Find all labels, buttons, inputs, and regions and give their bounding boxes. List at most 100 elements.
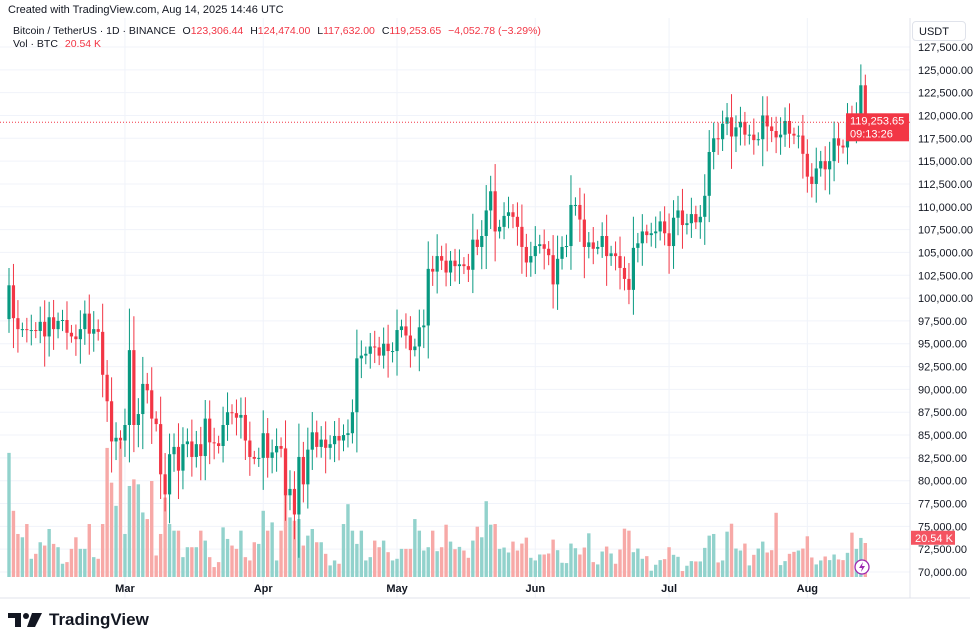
volume-bar — [787, 553, 792, 577]
candle-body — [587, 242, 591, 247]
candle-body — [132, 350, 136, 425]
candle-body — [596, 246, 600, 249]
candle-body — [774, 131, 778, 138]
candle-body — [368, 346, 372, 354]
candle-body — [337, 435, 341, 441]
candle-body — [573, 204, 578, 206]
volume-bar — [694, 561, 698, 577]
volume-bar — [279, 530, 283, 577]
candle-body — [194, 444, 198, 457]
volume-bar — [716, 562, 720, 577]
candle-body — [154, 418, 158, 425]
volume-bar — [587, 533, 591, 577]
candle-body — [301, 456, 305, 485]
volume-bar — [136, 484, 141, 577]
volume-bar — [109, 482, 114, 577]
candle-body — [297, 456, 301, 515]
volume-bar — [310, 529, 314, 577]
candle-body — [819, 161, 823, 169]
candle-body — [765, 115, 769, 127]
volume-bar — [417, 530, 422, 577]
volume-bar — [765, 552, 769, 577]
time-tick-label: Apr — [254, 583, 274, 595]
tradingview-logo[interactable]: TradingView — [8, 610, 149, 630]
candle-body — [47, 317, 51, 337]
volume-bar — [288, 517, 292, 577]
candle-body — [359, 355, 363, 359]
candle-body — [310, 432, 314, 450]
alert-lightning-icon[interactable] — [854, 559, 870, 575]
candle-body — [698, 216, 702, 223]
candle-body — [457, 264, 462, 267]
volume-bar — [194, 547, 199, 577]
candle-body — [489, 191, 493, 211]
candle-body — [440, 256, 444, 261]
grid — [0, 18, 910, 598]
candle-body — [404, 326, 408, 336]
candle-body — [591, 242, 595, 249]
volume-bar — [404, 548, 408, 577]
currency-button[interactable]: USDT — [912, 21, 966, 41]
candle-body — [484, 210, 488, 236]
volume-bar — [315, 542, 319, 577]
candle-body — [390, 351, 395, 353]
volume-bar — [582, 547, 587, 577]
price-tick-label: 77,500.00 — [918, 499, 967, 511]
volume-bar — [265, 530, 270, 577]
symbol-title[interactable]: Bitcoin / TetherUS · 1D · BINANCE — [13, 25, 176, 37]
candle-body — [350, 412, 355, 434]
volume-bar — [355, 543, 359, 577]
volume-bar — [199, 530, 203, 577]
candle-body — [123, 425, 127, 441]
candle-body — [341, 435, 346, 441]
candle-body — [506, 212, 511, 216]
current-price-label: 119,253.65 09:13:26 — [846, 113, 909, 142]
candle-body — [176, 446, 181, 471]
candle-body — [703, 195, 707, 217]
candle-body — [203, 418, 207, 457]
volume-bar — [141, 512, 145, 577]
volume-bar — [132, 479, 136, 577]
volume-bar — [689, 561, 694, 577]
candle-body — [729, 117, 734, 137]
price-tick-label: 82,500.00 — [918, 453, 967, 465]
candle-body — [199, 444, 203, 457]
volume-bar — [796, 550, 801, 577]
volume-bar — [832, 554, 836, 577]
candle-body — [275, 446, 279, 453]
candle-body — [212, 442, 216, 444]
volume-bar — [399, 548, 404, 577]
price-tick-label: 117,500.00 — [918, 133, 972, 145]
volume-bar — [359, 530, 364, 577]
candle-body — [520, 226, 524, 247]
candle-body — [622, 267, 627, 279]
volume-bar — [743, 543, 747, 577]
volume-bar — [270, 522, 274, 577]
candle-body — [52, 317, 56, 330]
candle-body — [547, 248, 551, 256]
volume-bar — [83, 548, 87, 577]
close-label: C — [381, 25, 390, 37]
volume-bar — [381, 540, 386, 577]
candle-body — [761, 115, 765, 140]
volume-bar — [167, 524, 172, 577]
candle-body — [38, 321, 42, 331]
open-value: 123,306.44 — [190, 25, 244, 37]
volume-bar — [87, 524, 91, 577]
candle-body — [515, 216, 520, 227]
candle-body — [689, 214, 693, 224]
volume-label[interactable]: Vol · BTC — [13, 38, 58, 50]
volume-bar — [667, 547, 671, 577]
candle-body — [230, 412, 234, 414]
candle-body — [127, 350, 132, 425]
volume-bar — [337, 563, 341, 577]
volume-bar — [190, 547, 194, 577]
volume-bar — [127, 485, 132, 577]
candle-body — [382, 343, 386, 356]
volume-bar — [386, 552, 390, 577]
candle-body — [555, 258, 560, 285]
candle-body — [578, 204, 582, 220]
candle-body — [582, 219, 586, 247]
candle-body — [569, 204, 573, 247]
